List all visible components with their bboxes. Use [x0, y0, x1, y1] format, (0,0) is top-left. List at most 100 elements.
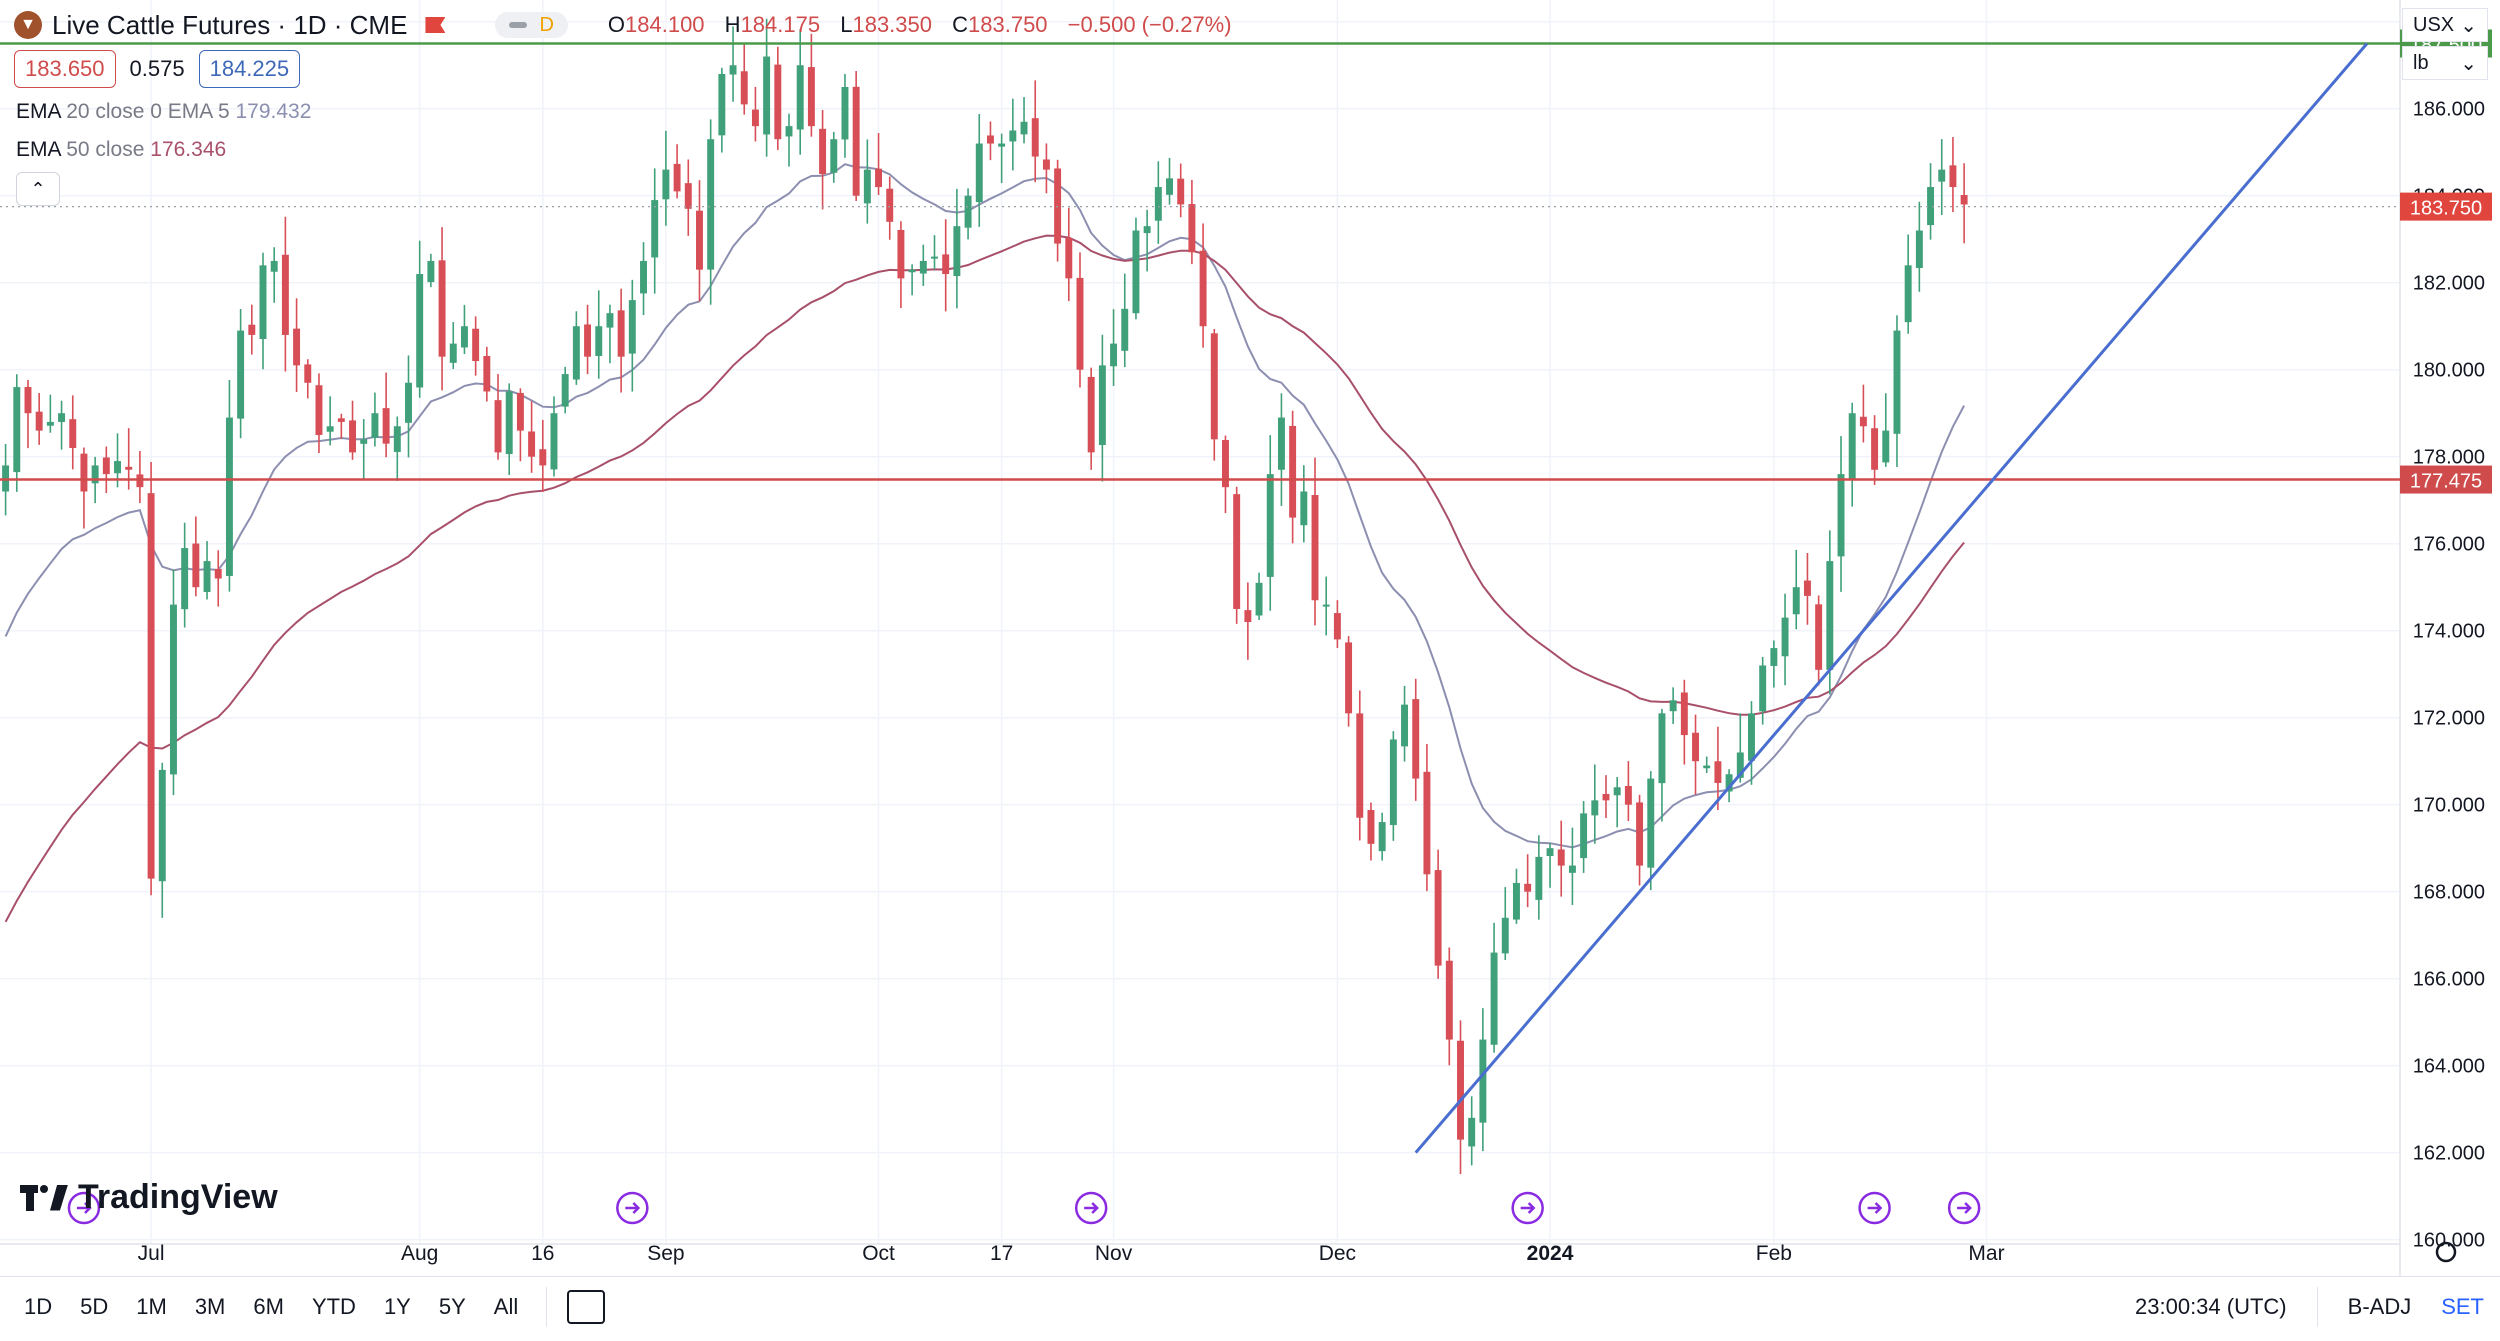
- candle-body[interactable]: [729, 65, 737, 75]
- candle-body[interactable]: [1166, 178, 1173, 195]
- symbol-title[interactable]: Live Cattle Futures · 1D · CME: [52, 9, 408, 40]
- candle-body[interactable]: [1233, 494, 1241, 609]
- candle-body[interactable]: [1098, 365, 1106, 446]
- candle-body[interactable]: [13, 387, 21, 473]
- candle-body[interactable]: [405, 382, 412, 423]
- candle-body[interactable]: [1110, 343, 1118, 367]
- candle-body[interactable]: [740, 71, 748, 105]
- candle-body[interactable]: [360, 439, 368, 444]
- candle-body[interactable]: [1277, 417, 1285, 470]
- candle-body[interactable]: [1871, 428, 1879, 470]
- candle-body[interactable]: [796, 65, 804, 130]
- candle-body[interactable]: [382, 408, 390, 444]
- candle-body[interactable]: [774, 64, 782, 140]
- candle-body[interactable]: [1647, 778, 1655, 868]
- candle-body[interactable]: [1199, 250, 1207, 327]
- range-5d[interactable]: 5D: [80, 1294, 109, 1319]
- candle-body[interactable]: [102, 457, 110, 475]
- candle-body[interactable]: [785, 126, 793, 137]
- candle-body[interactable]: [516, 392, 524, 431]
- candle-body[interactable]: [427, 260, 435, 283]
- range-6m[interactable]: 6M: [253, 1294, 284, 1319]
- candle-body[interactable]: [1591, 800, 1599, 816]
- candle-body[interactable]: [337, 418, 345, 422]
- candle-body[interactable]: [1401, 704, 1409, 747]
- candle-body[interactable]: [819, 128, 827, 174]
- candle-body[interactable]: [1826, 561, 1834, 670]
- candle-body[interactable]: [640, 260, 647, 294]
- candle-body[interactable]: [438, 260, 446, 357]
- unit-select[interactable]: lb ⌄: [2402, 46, 2488, 80]
- candle-body[interactable]: [1121, 308, 1129, 351]
- candle-body[interactable]: [58, 413, 66, 422]
- candle-body[interactable]: [237, 330, 245, 419]
- candle-body[interactable]: [114, 461, 121, 474]
- candle-body[interactable]: [1188, 204, 1196, 253]
- candle-body[interactable]: [718, 73, 726, 136]
- trendline[interactable]: [1414, 42, 2369, 1154]
- candle-body[interactable]: [1524, 883, 1532, 892]
- candle-body[interactable]: [1177, 178, 1185, 205]
- candle-body[interactable]: [1512, 882, 1520, 920]
- candle-body[interactable]: [1714, 761, 1722, 783]
- candle-body[interactable]: [192, 543, 200, 588]
- candle-body[interactable]: [830, 139, 838, 173]
- candle-body[interactable]: [1602, 793, 1610, 801]
- candle-body[interactable]: [1356, 713, 1364, 818]
- candle-body[interactable]: [1468, 1117, 1476, 1147]
- candle-body[interactable]: [942, 254, 950, 275]
- candle-body[interactable]: [393, 426, 401, 452]
- candle-body[interactable]: [964, 195, 972, 228]
- candle-body[interactable]: [1546, 848, 1554, 857]
- candle-body[interactable]: [1378, 822, 1386, 852]
- tradingview-logo[interactable]: TradingView: [20, 1178, 278, 1217]
- candle-body[interactable]: [595, 326, 603, 356]
- candle-body[interactable]: [528, 431, 536, 457]
- candle-body[interactable]: [1333, 613, 1341, 640]
- candle-body[interactable]: [763, 56, 771, 135]
- candle-body[interactable]: [919, 260, 927, 274]
- candle-body[interactable]: [170, 604, 177, 775]
- clock-time[interactable]: 23:00:34 (UTC): [2135, 1294, 2287, 1319]
- candle-body[interactable]: [1222, 440, 1229, 488]
- candle-body[interactable]: [349, 420, 357, 453]
- candle-body[interactable]: [606, 313, 614, 328]
- candle-body[interactable]: [1076, 277, 1084, 370]
- candle-body[interactable]: [651, 200, 659, 258]
- candle-body[interactable]: [1535, 856, 1543, 900]
- adjustment-toggle[interactable]: B-ADJ: [2347, 1294, 2412, 1319]
- candle-body[interactable]: [91, 465, 99, 484]
- candle-body[interactable]: [1412, 699, 1420, 779]
- candle-body[interactable]: [1445, 960, 1453, 1040]
- candle-body[interactable]: [1389, 739, 1397, 826]
- range-5y[interactable]: 5Y: [438, 1294, 466, 1319]
- candle-body[interactable]: [1255, 582, 1263, 616]
- candle-body[interactable]: [572, 326, 580, 380]
- indicator-ema20[interactable]: EMA 20 close 0 EMA 5 179.432: [16, 100, 311, 124]
- candle-body[interactable]: [1748, 713, 1755, 761]
- candle-body[interactable]: [1848, 413, 1856, 479]
- candle-body[interactable]: [1210, 333, 1218, 440]
- candle-body[interactable]: [505, 391, 513, 455]
- candle-body[interactable]: [270, 260, 278, 272]
- candle-body[interactable]: [1859, 416, 1867, 427]
- candle-body[interactable]: [1367, 810, 1375, 844]
- candle-body[interactable]: [1960, 194, 1968, 205]
- candle-body[interactable]: [863, 169, 871, 204]
- candle-body[interactable]: [1703, 765, 1711, 769]
- flag-icon[interactable]: [425, 17, 446, 33]
- candle-body[interactable]: [998, 143, 1006, 147]
- collapse-indicators-button[interactable]: ⌃: [16, 172, 60, 206]
- candle-body[interactable]: [707, 139, 715, 270]
- candle-body[interactable]: [158, 769, 166, 882]
- interval-pill[interactable]: D: [495, 12, 568, 38]
- candle-body[interactable]: [1770, 648, 1778, 666]
- candle-body[interactable]: [416, 274, 424, 388]
- candle-body[interactable]: [371, 413, 379, 438]
- candle-body[interactable]: [1725, 774, 1733, 792]
- candle-body[interactable]: [1244, 610, 1252, 622]
- candle-body[interactable]: [304, 364, 312, 383]
- gear-icon[interactable]: [2435, 1241, 2457, 1263]
- candle-body[interactable]: [1624, 786, 1632, 805]
